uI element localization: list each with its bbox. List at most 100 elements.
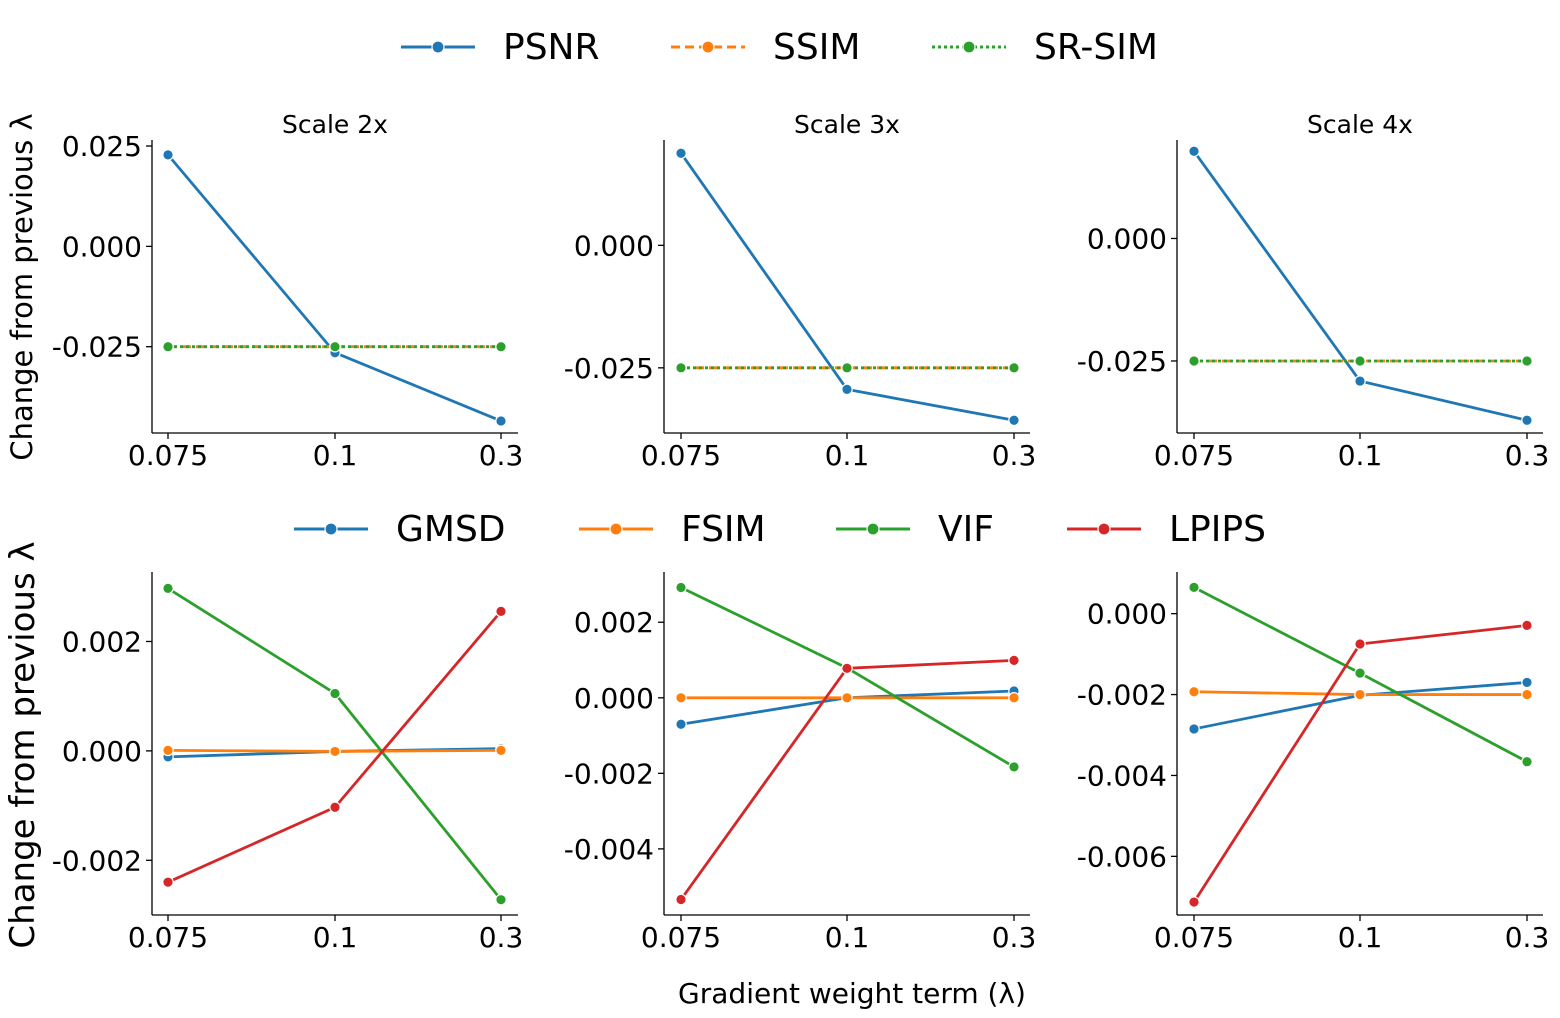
series-vif	[162, 582, 507, 906]
data-point-sr-sim-0.075	[162, 340, 174, 353]
legend-item-ssim: SSIM	[671, 27, 860, 68]
y-tick-label: 0.000	[1087, 598, 1167, 631]
y-tick-label: -0.025	[1077, 345, 1167, 378]
y-tick-label: -0.006	[1077, 840, 1167, 873]
legend-marker	[324, 522, 338, 536]
legend-label: FSIM	[681, 509, 766, 550]
data-point-lpips-0.3	[1521, 619, 1533, 632]
bottom-panel-2: 0.002 0.000 -0.002 -0.004 0.075 0.1 0.3	[564, 572, 1037, 954]
legend-item-fsim: FSIM	[579, 509, 766, 550]
bottom-panel-1: 0.002 0.000 -0.002 0.075 0.1 0.3	[52, 572, 523, 954]
series-sr-sim	[162, 340, 507, 353]
y-tick-label: 0.025	[62, 130, 142, 163]
y-tick-label: -0.004	[564, 833, 654, 866]
data-point-vif-0.1	[1354, 667, 1366, 679]
y-tick-label: -0.004	[1077, 759, 1167, 792]
data-point-lpips-0.3	[495, 605, 507, 618]
legend-item-lpips: LPIPS	[1067, 509, 1266, 550]
data-point-vif-0.3	[1521, 755, 1533, 768]
data-point-gmsd-0.075	[675, 718, 687, 731]
data-point-psnr-0.075	[162, 149, 174, 161]
x-tick-label: 0.075	[1154, 921, 1234, 954]
data-point-lpips-0.1	[841, 662, 853, 675]
y-tick-label: 0.002	[62, 625, 142, 658]
data-point-fsim-0.075	[1188, 685, 1200, 698]
top-panel-2: 0.000 -0.025 0.075 0.1 0.3 Scale 3x	[564, 110, 1037, 472]
data-point-fsim-0.1	[1354, 688, 1366, 701]
data-point-lpips-0.1	[1354, 638, 1366, 650]
top-panel-3: 0.000 -0.025 0.075 0.1 0.3 Scale 4x	[1077, 110, 1550, 472]
data-point-vif-0.075	[675, 581, 687, 594]
y-tick-label: 0.000	[574, 229, 654, 262]
data-point-lpips-0.1	[329, 801, 341, 814]
x-tick-label: 0.075	[1154, 439, 1234, 472]
x-tick-label: 0.075	[128, 439, 208, 472]
legend-marker	[431, 40, 445, 54]
data-point-sr-sim-0.075	[1188, 355, 1200, 367]
y-tick-label: 0.000	[574, 682, 654, 715]
data-point-psnr-0.3	[1008, 414, 1020, 427]
legend-item-sr-sim: SR-SIM	[932, 27, 1158, 68]
series-psnr	[1188, 145, 1533, 427]
data-point-gmsd-0.3	[1521, 676, 1533, 689]
data-point-vif-0.3	[495, 893, 507, 906]
data-point-fsim-0.3	[1008, 691, 1020, 704]
series-lpips	[675, 654, 1020, 906]
panel-title: Scale 3x	[794, 110, 900, 139]
data-point-psnr-0.1	[841, 383, 853, 396]
x-axis-label: Gradient weight term (λ)	[678, 977, 1026, 1010]
series-lpips	[1188, 619, 1533, 908]
legend-marker	[1097, 522, 1111, 536]
data-point-lpips-0.075	[1188, 896, 1200, 908]
bottom-legend: GMSD FSIM VIF LPIPS	[294, 509, 1266, 550]
panel-title: Scale 2x	[282, 110, 388, 139]
series-psnr	[675, 147, 1020, 427]
x-tick-label: 0.1	[1338, 439, 1383, 472]
y-tick-label: -0.002	[52, 844, 142, 877]
top-y-axis-label: Change from previous λ	[5, 113, 39, 460]
y-tick-label: -0.025	[564, 352, 654, 385]
series-sr-sim	[1188, 355, 1533, 367]
series-line-vif	[679, 586, 1016, 769]
data-point-sr-sim-0.3	[1521, 355, 1533, 367]
x-tick-label: 0.1	[1338, 921, 1383, 954]
data-point-psnr-0.075	[1188, 145, 1200, 158]
data-point-lpips-0.075	[162, 876, 174, 888]
data-point-vif-0.075	[162, 582, 174, 595]
legend-item-psnr: PSNR	[401, 27, 600, 68]
bottom-y-axis-label: Change from previous λ	[3, 541, 43, 948]
data-point-sr-sim-0.1	[1354, 355, 1366, 367]
data-point-lpips-0.075	[675, 893, 687, 906]
x-tick-label: 0.075	[641, 439, 721, 472]
y-tick-label: 0.002	[574, 606, 654, 639]
data-point-psnr-0.1	[1354, 375, 1366, 387]
series-line-vif	[166, 587, 503, 902]
legend-label: SR-SIM	[1034, 27, 1158, 68]
panels: 0.025 0.000 -0.025 0.075 0.1 0.3 Scale 2x 0.000…	[52, 110, 1550, 954]
legend-item-vif: VIF	[836, 509, 994, 550]
series-line-psnr	[166, 153, 503, 423]
series-lpips	[162, 605, 507, 888]
data-point-fsim-0.3	[1521, 688, 1533, 701]
x-tick-label: 0.075	[641, 921, 721, 954]
data-point-fsim-0.1	[841, 691, 853, 704]
series-psnr	[162, 149, 507, 427]
legend-marker	[866, 522, 880, 536]
data-point-fsim-0.1	[329, 745, 341, 758]
series-fsim	[1188, 685, 1533, 701]
series-line-psnr	[679, 151, 1016, 422]
data-point-fsim-0.075	[162, 744, 174, 757]
legend-item-gmsd: GMSD	[294, 509, 506, 550]
data-point-fsim-0.075	[675, 691, 687, 704]
top-legend: PSNR SSIM SR-SIM	[401, 27, 1158, 68]
series-vif	[1188, 581, 1533, 768]
legend-marker	[962, 40, 976, 54]
legend-label: LPIPS	[1169, 509, 1266, 550]
top-panel-1: 0.025 0.000 -0.025 0.075 0.1 0.3 Scale 2x	[52, 110, 524, 472]
legend-label: VIF	[938, 509, 994, 550]
series-gmsd	[1188, 676, 1533, 735]
x-tick-label: 0.3	[992, 921, 1037, 954]
legend-label: SSIM	[773, 27, 860, 68]
series-fsim	[162, 744, 507, 758]
